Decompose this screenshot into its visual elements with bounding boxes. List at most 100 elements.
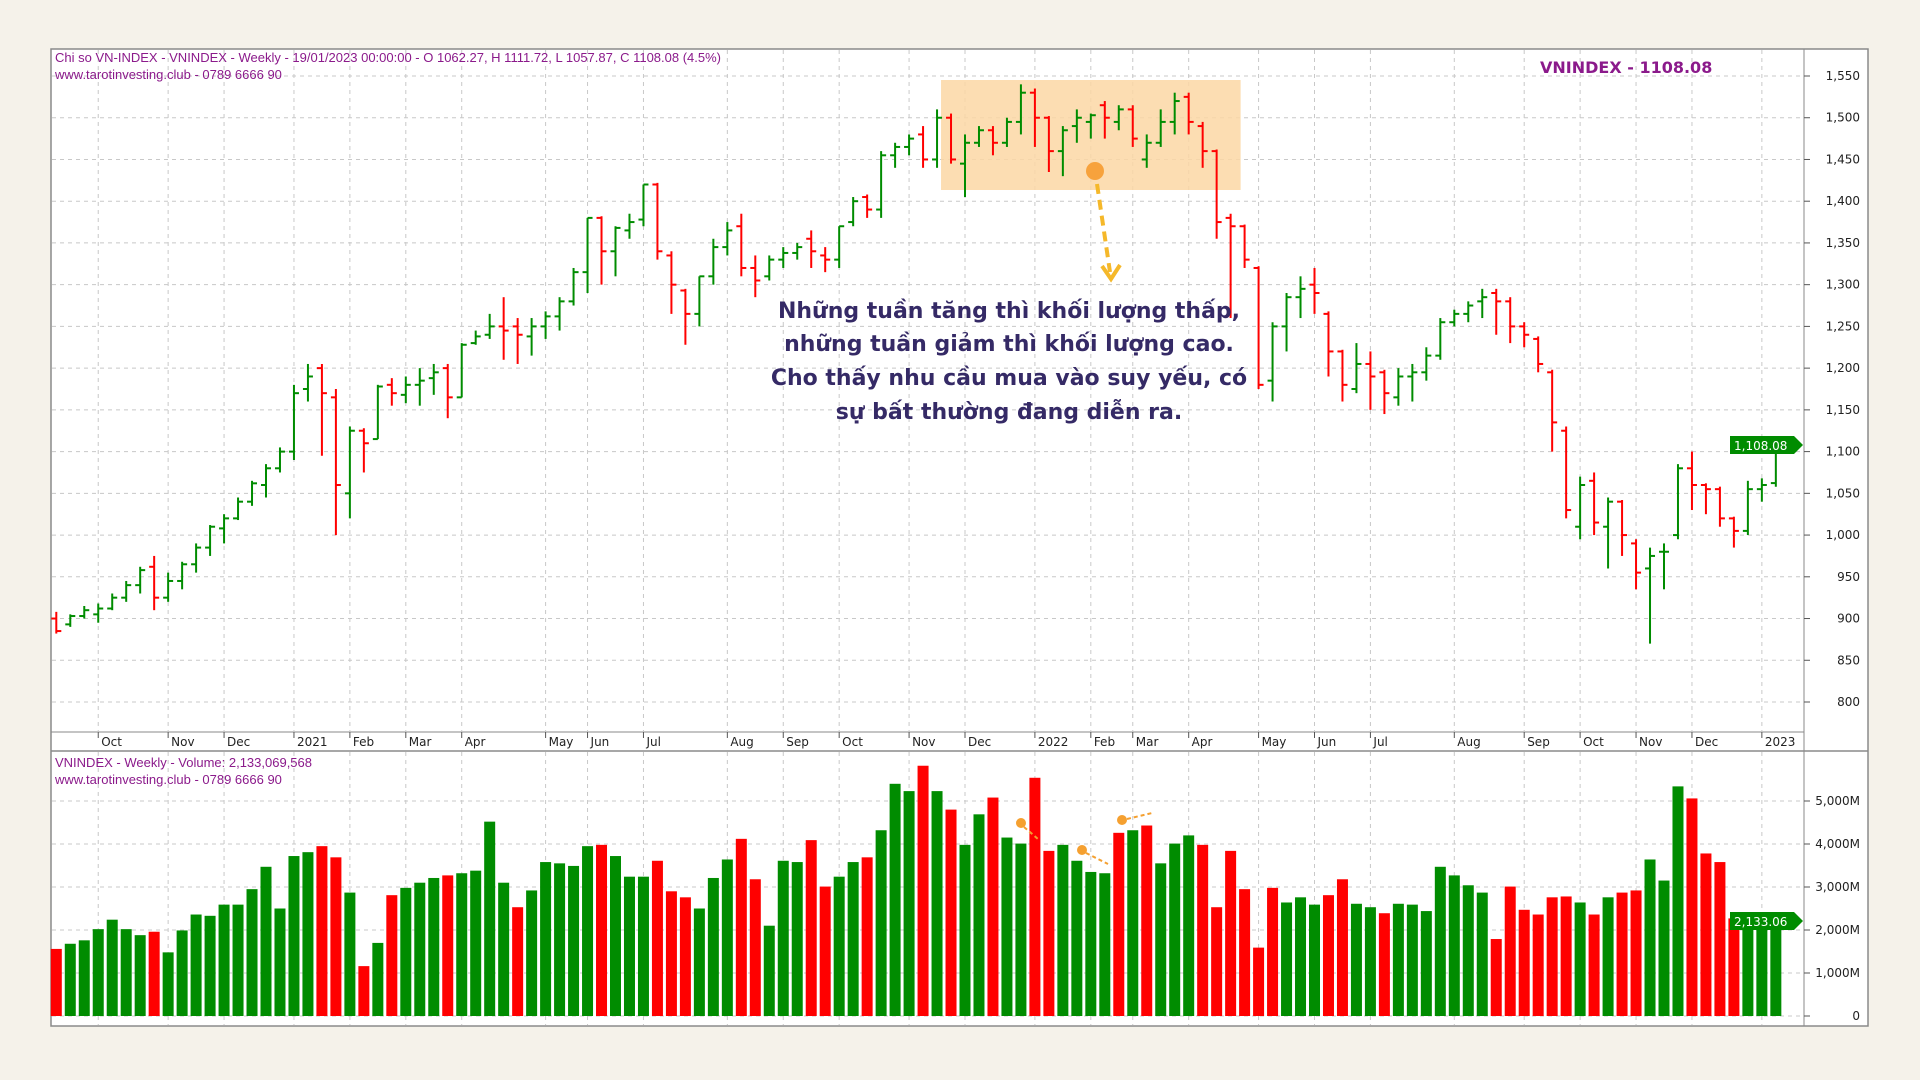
ohlc-bar	[987, 126, 998, 156]
ohlc-bar	[1239, 224, 1250, 268]
annotation-line-3: Cho thấy nhu cầu mua vào suy yếu, có	[771, 366, 1247, 391]
time-tick-label: Dec	[1695, 735, 1718, 749]
price-tick-label: 950	[1837, 570, 1860, 584]
volume-bar	[707, 877, 719, 1016]
ohlc-bar	[1700, 483, 1711, 515]
ohlc-bar	[1323, 311, 1334, 377]
last-volume-tag: 2,133.06	[1730, 912, 1803, 930]
ohlc-bar	[554, 297, 565, 331]
volume-bar	[386, 895, 398, 1016]
volume-bar	[456, 873, 468, 1016]
ohlc-bar	[1686, 451, 1697, 511]
ohlc-bar	[107, 593, 118, 611]
volume-bar	[721, 859, 733, 1016]
ohlc-bar	[876, 151, 887, 218]
price-tick-label: 1,250	[1826, 319, 1860, 333]
ohlc-bar	[1365, 351, 1376, 410]
annotation-line-1: Những tuần tăng thì khối lượng thấp,	[778, 299, 1240, 324]
time-tick-label: Feb	[1094, 735, 1115, 749]
price-tick-label: 1,150	[1826, 403, 1860, 417]
price-tick-label: 1,400	[1826, 194, 1860, 208]
volume-bar	[1253, 947, 1265, 1016]
time-tick-label: May	[549, 735, 574, 749]
volume-bar	[1546, 897, 1558, 1016]
time-tick-label: 2021	[297, 735, 328, 749]
time-tick-label: Aug	[730, 735, 753, 749]
time-tick-label: Jul	[1372, 735, 1387, 749]
volume-tick-label: 4,000M	[1815, 837, 1860, 851]
price-tick-label: 850	[1837, 653, 1860, 667]
volume-bar	[484, 821, 496, 1016]
ohlc-bar	[1225, 213, 1236, 319]
time-tick-label: Oct	[101, 735, 122, 749]
volume-bar	[1085, 871, 1097, 1016]
ohlc-bar	[904, 134, 915, 156]
ohlc-bar	[1756, 478, 1767, 502]
ohlc-bar	[1449, 309, 1460, 327]
ohlc-bar	[205, 525, 216, 556]
ohlc-bar	[1001, 117, 1012, 147]
volume-bar	[1658, 880, 1670, 1016]
ohlc-bar	[247, 480, 258, 506]
ohlc-bar	[1267, 322, 1278, 402]
volume-bar	[1392, 903, 1404, 1016]
ohlc-bar	[848, 197, 859, 227]
ohlc-bar	[890, 142, 901, 168]
ohlc-bar	[400, 376, 411, 404]
volume-bar	[861, 857, 873, 1016]
price-tick-label: 1,050	[1826, 486, 1860, 500]
volume-bar	[512, 907, 524, 1016]
ohlc-bar	[1295, 276, 1306, 319]
volume-bar	[1574, 902, 1586, 1016]
ohlc-bar	[1714, 486, 1725, 527]
ohlc-bar	[344, 426, 355, 519]
volume-bar	[777, 860, 789, 1016]
ohlc-bar	[1477, 288, 1488, 319]
ohlc-bar	[1183, 92, 1194, 135]
time-tick-label: Nov	[171, 735, 194, 749]
ohlc-bar	[1351, 343, 1362, 394]
volume-bar	[106, 919, 118, 1016]
price-tick-label: 1,550	[1826, 69, 1860, 83]
volume-bar	[134, 935, 146, 1016]
volume-bar	[1015, 843, 1027, 1016]
volume-bar	[1364, 907, 1376, 1016]
volume-bar	[1322, 895, 1334, 1016]
ohlc-bar	[1309, 267, 1320, 314]
volume-bar	[400, 887, 412, 1016]
volume-bar	[120, 929, 132, 1016]
ohlc-bar	[135, 566, 146, 594]
volume-bar	[1406, 904, 1418, 1016]
price-tick-label: 1,100	[1826, 445, 1860, 459]
volume-bar	[64, 943, 76, 1016]
ohlc-bar	[1631, 539, 1642, 590]
volume-bar	[1602, 897, 1614, 1016]
ohlc-bar	[652, 182, 663, 260]
ohlc-bar	[442, 363, 453, 419]
ohlc-bar	[1407, 363, 1418, 402]
ohlc-bar	[973, 126, 984, 147]
volume-bar	[903, 791, 915, 1016]
volume-bar	[1476, 892, 1488, 1016]
ohlc-bar	[736, 213, 747, 277]
ohlc-bar	[1281, 293, 1292, 352]
volume-bar	[679, 897, 691, 1016]
ohlc-bar	[1505, 297, 1516, 344]
ohlc-bar	[456, 343, 467, 399]
volume-bar	[973, 814, 985, 1016]
ohlc-bar	[778, 247, 789, 268]
ohlc-bar	[1211, 149, 1222, 239]
volume-bar	[232, 904, 244, 1016]
ohlc-bar	[191, 543, 202, 573]
ohlc-bar	[806, 230, 817, 268]
ohlc-bar	[1533, 336, 1544, 373]
volume-bar	[1336, 879, 1348, 1016]
ohlc-bar	[610, 226, 621, 277]
time-tick-label: Dec	[227, 735, 250, 749]
volume-bar	[651, 860, 663, 1016]
volume-bar	[162, 952, 174, 1016]
ohlc-bar	[1043, 116, 1054, 172]
ohlc-bar	[484, 313, 495, 339]
ohlc-bar	[680, 288, 691, 345]
